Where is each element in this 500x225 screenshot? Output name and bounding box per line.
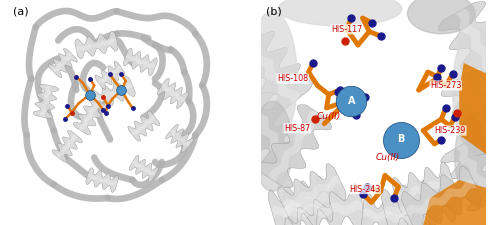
Polygon shape	[232, 92, 302, 166]
Text: HIS-239: HIS-239	[434, 126, 466, 135]
Text: (a): (a)	[13, 7, 29, 17]
Ellipse shape	[455, 112, 495, 202]
Text: (b): (b)	[266, 7, 281, 17]
Polygon shape	[92, 76, 135, 110]
Polygon shape	[268, 176, 333, 225]
Text: HIS-117: HIS-117	[331, 25, 362, 34]
Polygon shape	[40, 85, 51, 117]
Polygon shape	[392, 162, 456, 216]
Polygon shape	[128, 111, 160, 141]
Polygon shape	[271, 192, 330, 218]
Text: Cu(II): Cu(II)	[316, 112, 341, 122]
Polygon shape	[87, 173, 118, 186]
Polygon shape	[362, 208, 430, 225]
Polygon shape	[258, 105, 332, 188]
Polygon shape	[76, 38, 117, 52]
Text: HIS-87: HIS-87	[284, 124, 310, 133]
Text: A: A	[348, 96, 355, 106]
Text: Cu(II): Cu(II)	[375, 153, 400, 162]
Polygon shape	[423, 180, 498, 225]
Polygon shape	[158, 78, 188, 108]
Polygon shape	[284, 200, 363, 219]
Ellipse shape	[248, 11, 297, 146]
Polygon shape	[125, 54, 156, 69]
Polygon shape	[282, 176, 342, 211]
Polygon shape	[278, 164, 346, 223]
Polygon shape	[395, 175, 454, 202]
Polygon shape	[459, 63, 498, 158]
Polygon shape	[440, 138, 500, 211]
Polygon shape	[361, 194, 432, 225]
Polygon shape	[438, 2, 500, 88]
Polygon shape	[124, 48, 158, 76]
Polygon shape	[52, 53, 73, 73]
Ellipse shape	[252, 101, 293, 191]
Polygon shape	[57, 134, 78, 159]
Polygon shape	[74, 97, 106, 134]
Polygon shape	[52, 130, 82, 162]
Polygon shape	[384, 192, 454, 218]
Polygon shape	[282, 184, 364, 225]
Polygon shape	[166, 124, 194, 152]
Ellipse shape	[408, 0, 475, 34]
Polygon shape	[132, 115, 156, 137]
Polygon shape	[48, 48, 78, 78]
Polygon shape	[98, 66, 122, 85]
Polygon shape	[246, 99, 288, 160]
Polygon shape	[232, 32, 313, 115]
Text: HIS-108: HIS-108	[277, 74, 308, 83]
Text: B: B	[397, 135, 404, 144]
Polygon shape	[160, 84, 186, 103]
Polygon shape	[454, 9, 500, 81]
Polygon shape	[95, 61, 125, 89]
Polygon shape	[402, 166, 481, 225]
Ellipse shape	[452, 28, 498, 152]
Ellipse shape	[278, 0, 402, 26]
Polygon shape	[406, 180, 476, 218]
Polygon shape	[455, 144, 495, 205]
Polygon shape	[75, 31, 118, 59]
Polygon shape	[382, 176, 456, 225]
Polygon shape	[94, 83, 134, 103]
Text: HIS-243: HIS-243	[349, 184, 380, 194]
Polygon shape	[441, 71, 500, 154]
Polygon shape	[129, 155, 158, 182]
Text: HIS-273: HIS-273	[430, 81, 462, 90]
Polygon shape	[455, 76, 500, 148]
Polygon shape	[86, 168, 118, 192]
Polygon shape	[269, 110, 321, 182]
Polygon shape	[170, 129, 190, 148]
Polygon shape	[79, 100, 100, 132]
Polygon shape	[132, 160, 156, 177]
Polygon shape	[33, 84, 58, 118]
Polygon shape	[246, 42, 299, 105]
